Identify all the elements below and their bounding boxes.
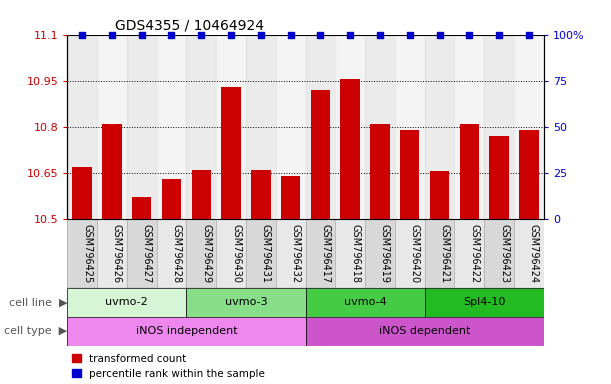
Text: GSM796431: GSM796431 (261, 224, 271, 283)
Bar (67, 219, 97, 288)
Text: GSM796428: GSM796428 (172, 224, 181, 283)
Bar (67, 35, 97, 219)
Bar (162, 179, 181, 219)
Bar (306, 219, 335, 288)
Bar (340, 79, 360, 219)
Bar (156, 219, 186, 288)
Text: GSM796423: GSM796423 (499, 224, 509, 283)
Text: GSM796432: GSM796432 (291, 224, 301, 283)
Bar (365, 219, 395, 288)
Bar (246, 35, 276, 219)
Point (494, 31, 504, 38)
Text: GSM796418: GSM796418 (350, 224, 360, 283)
Legend: transformed count, percentile rank within the sample: transformed count, percentile rank withi… (73, 354, 265, 379)
Bar (400, 130, 419, 219)
Bar (425, 35, 455, 219)
Bar (97, 35, 127, 219)
Bar (276, 35, 306, 219)
Text: cell type  ▶: cell type ▶ (4, 326, 67, 336)
Bar (335, 35, 365, 219)
Point (375, 31, 385, 38)
Bar (370, 124, 390, 219)
Text: GSM796422: GSM796422 (469, 224, 479, 283)
Bar (186, 219, 216, 288)
Point (345, 31, 355, 38)
Bar (484, 35, 514, 219)
Point (77, 31, 87, 38)
Bar (97, 219, 127, 288)
Point (405, 31, 415, 38)
Point (107, 31, 117, 38)
Bar (221, 87, 241, 219)
Bar (127, 35, 156, 219)
Bar (519, 130, 538, 219)
Bar (186, 35, 216, 219)
Text: GSM796424: GSM796424 (529, 224, 539, 283)
Point (196, 31, 206, 38)
Text: iNOS dependent: iNOS dependent (379, 326, 470, 336)
Text: uvmo-4: uvmo-4 (344, 297, 386, 308)
Point (524, 31, 534, 38)
Point (167, 31, 177, 38)
Text: GSM796426: GSM796426 (112, 224, 122, 283)
Bar (276, 219, 306, 288)
Text: GSM796425: GSM796425 (82, 224, 92, 283)
Text: GSM796429: GSM796429 (201, 224, 211, 283)
Bar (246, 219, 276, 288)
Text: uvmo-2: uvmo-2 (106, 297, 148, 308)
Bar (430, 171, 449, 219)
Bar (73, 167, 92, 219)
Bar (311, 90, 330, 219)
Text: GSM796417: GSM796417 (320, 224, 331, 283)
Bar (365, 35, 395, 219)
Bar (395, 219, 425, 288)
Bar (335, 219, 365, 288)
Point (137, 31, 147, 38)
Text: GSM796427: GSM796427 (142, 224, 152, 283)
Bar (425, 219, 455, 288)
Bar (395, 35, 425, 219)
Bar (306, 35, 335, 219)
Bar (102, 124, 122, 219)
Bar (306, 288, 425, 317)
Text: GSM796419: GSM796419 (380, 224, 390, 283)
Bar (156, 35, 186, 219)
Bar (127, 219, 156, 288)
Bar (281, 176, 300, 219)
Bar (192, 170, 211, 219)
Bar (455, 219, 484, 288)
Point (256, 31, 266, 38)
Text: iNOS independent: iNOS independent (136, 326, 237, 336)
Point (226, 31, 236, 38)
Bar (459, 124, 479, 219)
Bar (251, 170, 271, 219)
Bar (67, 317, 306, 346)
Point (315, 31, 325, 38)
Bar (132, 197, 152, 219)
Text: GSM796420: GSM796420 (410, 224, 420, 283)
Bar (489, 136, 509, 219)
Bar (67, 288, 186, 317)
Bar (306, 317, 544, 346)
Text: Spl4-10: Spl4-10 (463, 297, 505, 308)
Bar (514, 35, 544, 219)
Bar (484, 219, 514, 288)
Point (464, 31, 474, 38)
Bar (425, 288, 544, 317)
Bar (455, 35, 484, 219)
Bar (216, 35, 246, 219)
Text: GSM796430: GSM796430 (231, 224, 241, 283)
Bar (186, 288, 306, 317)
Text: cell line  ▶: cell line ▶ (9, 297, 67, 308)
Text: GDS4355 / 10464924: GDS4355 / 10464924 (115, 18, 264, 32)
Point (286, 31, 296, 38)
Bar (216, 219, 246, 288)
Text: uvmo-3: uvmo-3 (225, 297, 267, 308)
Bar (514, 219, 544, 288)
Point (434, 31, 444, 38)
Text: GSM796421: GSM796421 (439, 224, 450, 283)
